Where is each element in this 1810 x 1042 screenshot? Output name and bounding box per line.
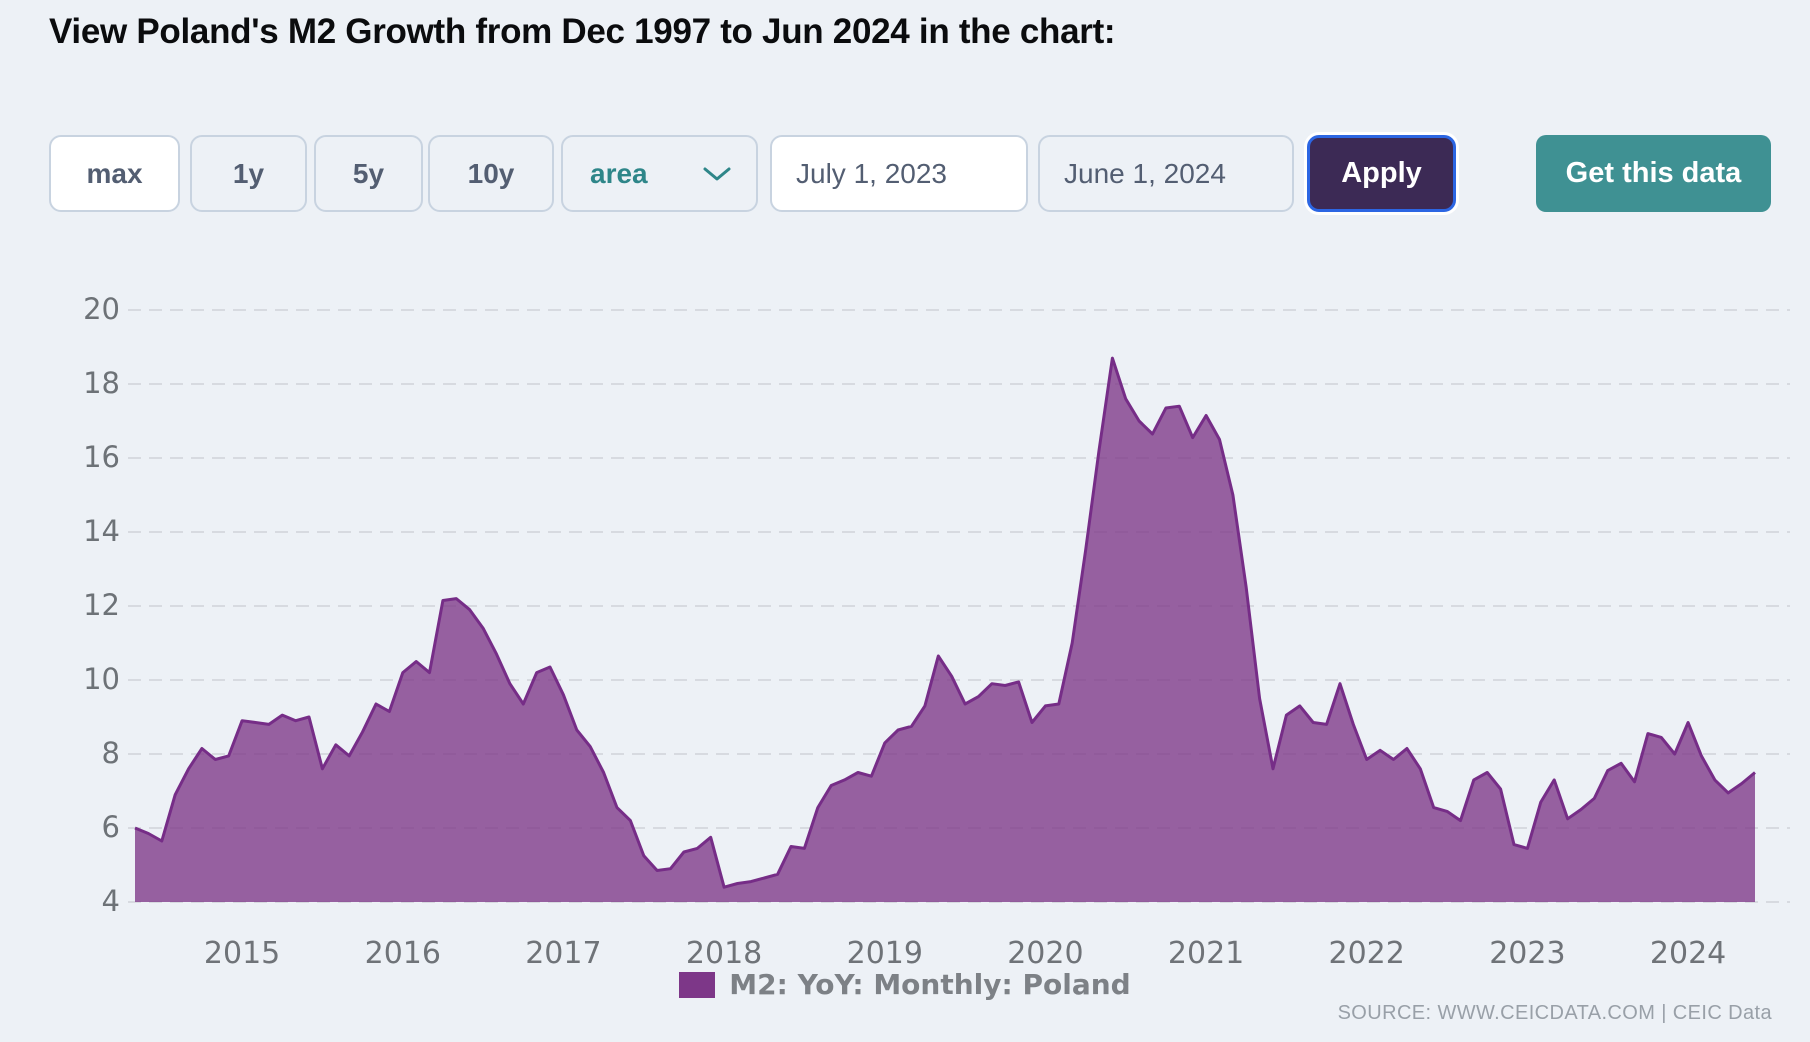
- legend-swatch: [679, 971, 716, 998]
- x-axis-tick-label: 2015: [203, 936, 281, 971]
- legend: M2: YoY: Monthly: Poland: [0, 968, 1810, 1001]
- x-axis-tick-label: 2021: [1167, 936, 1245, 971]
- area-series-line: [134, 356, 1756, 889]
- y-axis-tick-label: 8: [101, 736, 120, 770]
- chart-type-value: area: [590, 157, 648, 189]
- range-button-max[interactable]: max: [49, 135, 180, 212]
- area-series-fill: [135, 358, 1755, 903]
- x-axis-tick-label: 2022: [1328, 936, 1405, 971]
- x-axis-tick-label: 2016: [364, 936, 441, 971]
- chart-type-select[interactable]: area: [561, 135, 758, 212]
- x-axis-tick-label: 2023: [1489, 936, 1566, 971]
- y-axis-tick-label: 4: [101, 884, 120, 918]
- y-axis-tick-label: 16: [83, 440, 120, 474]
- y-axis-tick-label: 20: [83, 292, 120, 326]
- x-axis-tick-label: 2018: [685, 936, 763, 971]
- y-axis-tick-label: 10: [83, 662, 120, 696]
- apply-button[interactable]: Apply: [1307, 135, 1456, 212]
- chevron-down-icon: [703, 167, 731, 180]
- y-axis-tick-label: 18: [83, 366, 120, 400]
- date-from-input[interactable]: [770, 135, 1028, 212]
- x-axis-tick-label: 2020: [1007, 936, 1084, 971]
- range-button-10y[interactable]: 10y: [428, 135, 554, 212]
- range-button-1y[interactable]: 1y: [190, 135, 307, 212]
- x-axis-tick-label: 2024: [1649, 936, 1727, 971]
- x-axis-tick-label: 2019: [846, 936, 923, 971]
- y-axis-tick-label: 12: [83, 588, 120, 622]
- source-attribution: SOURCE: WWW.CEICDATA.COM | CEIC Data: [1337, 1002, 1772, 1024]
- legend-label: M2: YoY: Monthly: Poland: [729, 968, 1131, 1001]
- range-button-5y[interactable]: 5y: [314, 135, 423, 212]
- page-title: View Poland's M2 Growth from Dec 1997 to…: [49, 12, 1116, 51]
- date-to-input[interactable]: [1038, 135, 1294, 212]
- y-axis-tick-label: 14: [83, 514, 120, 548]
- y-axis-tick-label: 6: [101, 810, 120, 844]
- x-axis-tick-label: 2017: [525, 936, 602, 971]
- get-data-button[interactable]: Get this data: [1536, 135, 1771, 212]
